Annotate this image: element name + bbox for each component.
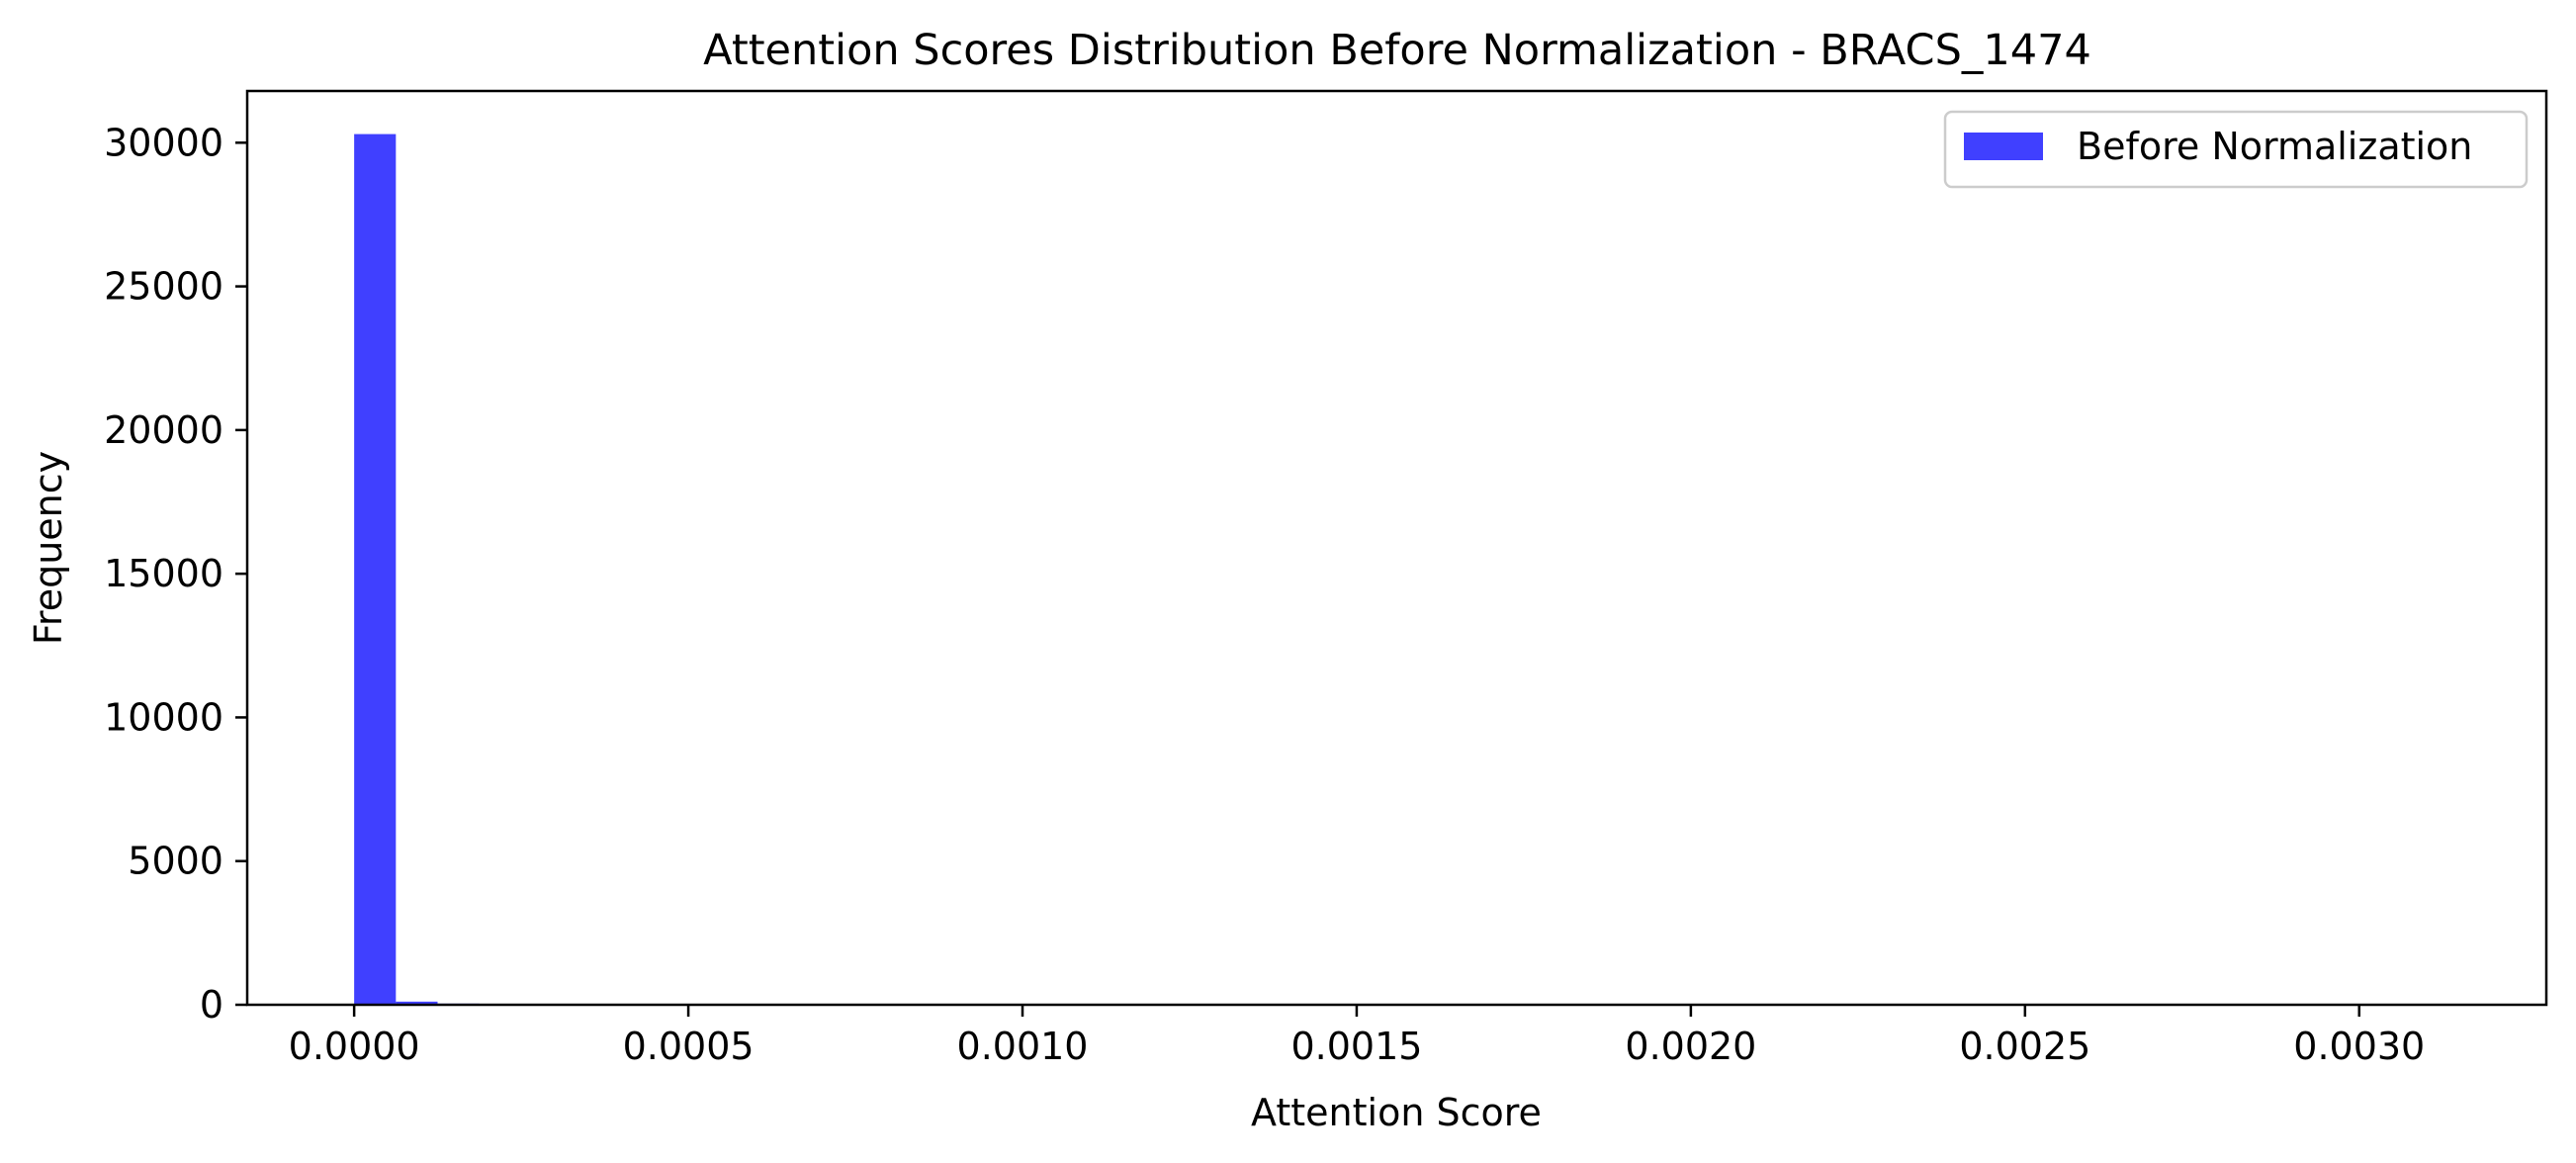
x-axis: 0.0000 0.0005 0.0010 0.0015 0.0020 0.0025 0.00… [289,1005,2425,1068]
chart-title: Attention Scores Distribution Before Nor… [703,26,2091,75]
y-tick-label: 25000 [104,265,223,309]
x-tick-label: 0.0025 [1959,1025,2090,1068]
plot-area [245,89,2548,1007]
y-tick-label: 20000 [104,408,223,452]
legend: Before Normalization [1943,110,2529,189]
legend-swatch [1964,133,2043,160]
plot-frame [245,89,2548,1007]
y-tick-label: 10000 [104,695,223,739]
legend-label: Before Normalization [2077,125,2472,168]
x-tick-label: 0.0005 [623,1025,755,1068]
legend-frame [1943,110,2529,189]
x-tick-label: 0.0030 [2293,1025,2425,1068]
y-tick-label: 5000 [128,840,223,883]
y-tick-label: 0 [200,983,223,1027]
histogram-bars [354,134,480,1005]
x-tick-label: 0.0000 [289,1025,420,1068]
y-axis-label: Frequency [27,451,70,645]
x-tick-label: 0.0010 [957,1025,1089,1068]
x-axis-label: Attention Score [1251,1091,1542,1134]
histogram-bar [354,134,397,1005]
x-tick-label: 0.0015 [1290,1025,1422,1068]
histogram-bar [396,1001,438,1005]
y-tick-label: 30000 [104,121,223,164]
y-axis: 0 5000 10000 15000 20000 25000 30000 [104,121,247,1027]
y-tick-label: 15000 [104,552,223,595]
x-tick-label: 0.0020 [1625,1025,1756,1068]
